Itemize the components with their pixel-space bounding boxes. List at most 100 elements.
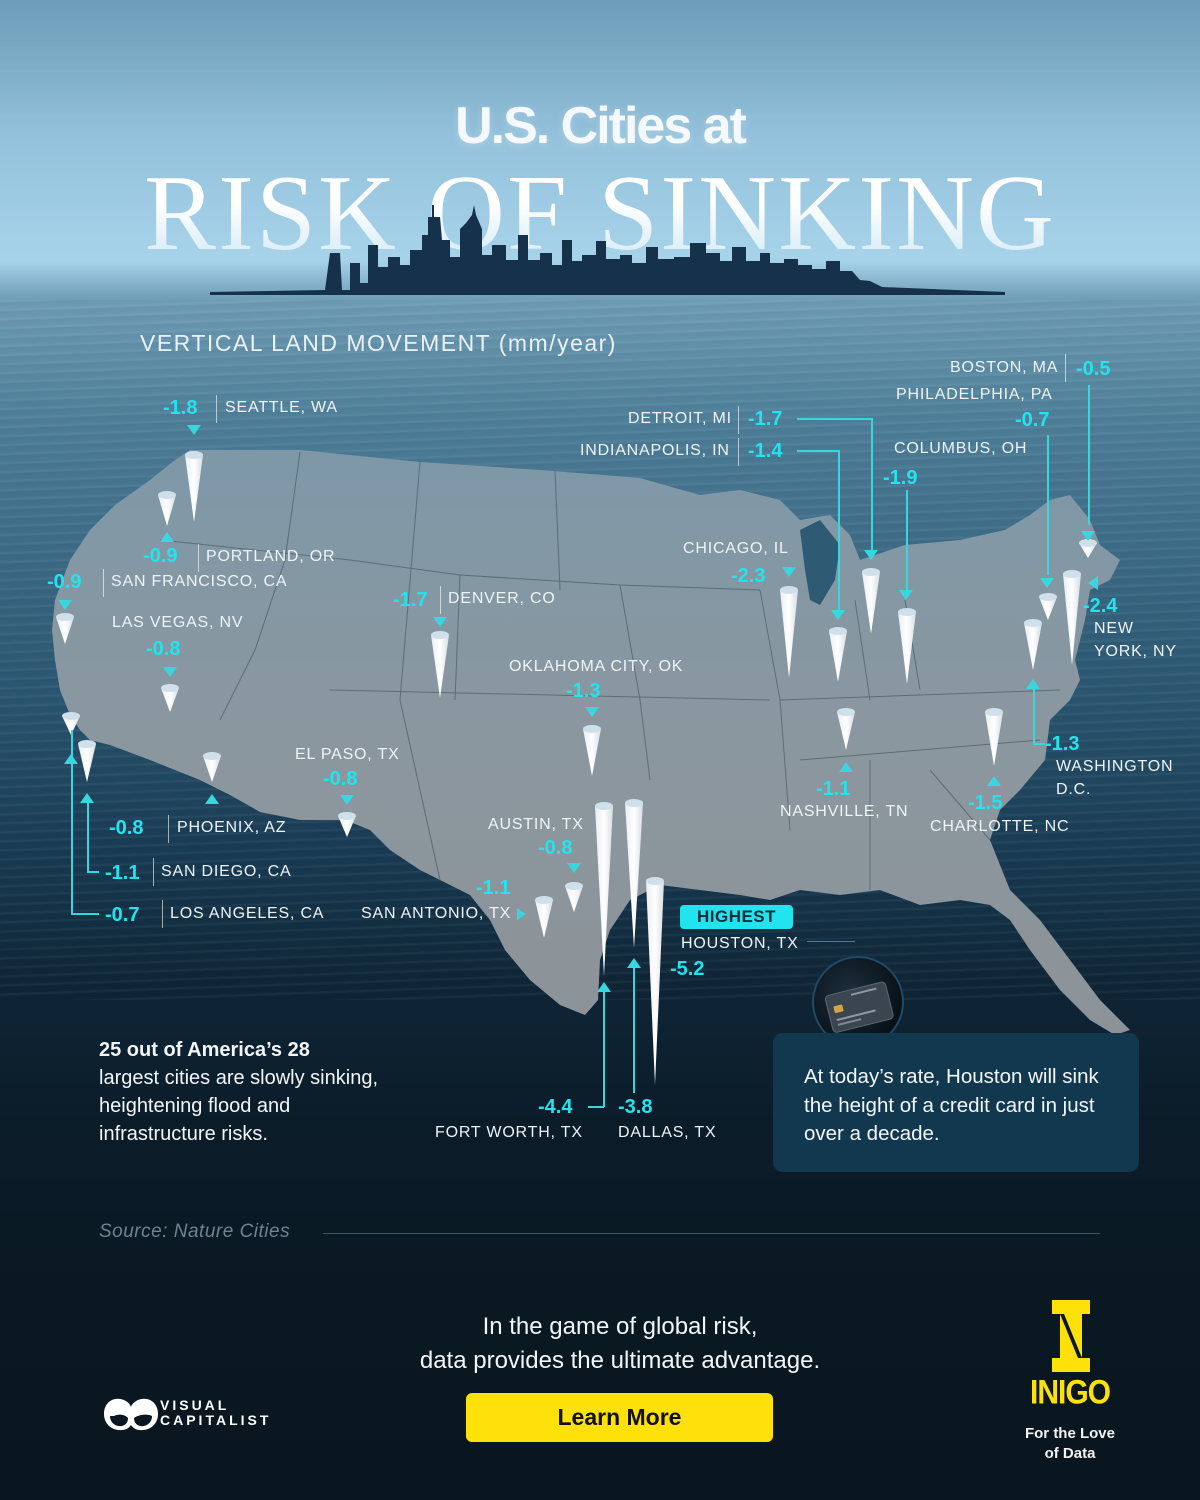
label-portland: PORTLAND, OR: [206, 548, 336, 565]
separator: [738, 406, 739, 434]
marker-austin: [567, 863, 581, 873]
marker-nashville: [839, 762, 853, 772]
inigo-tagline: For the Love of Data: [1010, 1424, 1130, 1464]
value-chicago: -2.3: [731, 565, 766, 587]
learn-more-button[interactable]: Learn More: [466, 1393, 773, 1442]
marker-boston: [1081, 531, 1095, 541]
leader-line-fort-worth-h: [588, 1106, 604, 1108]
label-washington-2: D.C.: [1056, 781, 1092, 798]
leader-line-san-diego-h: [87, 871, 99, 873]
value-new-york: -2.4: [1083, 595, 1118, 617]
visual-capitalist-wordmark: VISUAL CAPITALIST: [160, 1398, 271, 1428]
separator: [440, 586, 441, 614]
value-philadelphia: -0.7: [1015, 409, 1050, 431]
promo-text: In the game of global risk, data provide…: [400, 1310, 840, 1378]
marker-new-york: [1088, 576, 1098, 590]
marker-philadelphia: [1040, 578, 1054, 588]
value-seattle: -1.8: [163, 397, 198, 419]
value-austin: -0.8: [538, 837, 573, 859]
label-dallas: DALLAS, TX: [618, 1124, 717, 1141]
label-los-angeles: LOS ANGELES, CA: [170, 905, 325, 922]
value-charlotte: -1.5: [968, 792, 1003, 814]
separator: [103, 569, 104, 597]
value-las-vegas: -0.8: [146, 638, 181, 660]
label-nashville: NASHVILLE, TN: [780, 803, 909, 820]
label-fort-worth: FORT WORTH, TX: [435, 1124, 583, 1141]
credit-card-icon: [824, 981, 894, 1033]
marker-oklahoma-city: [585, 707, 599, 717]
summary-rest: largest cities are slowly sinking, heigh…: [99, 1067, 378, 1145]
label-detroit: DETROIT, MI: [628, 410, 732, 427]
leader-line-dallas: [633, 965, 635, 1093]
label-phoenix: PHOENIX, AZ: [177, 819, 287, 836]
value-columbus: -1.9: [883, 467, 918, 489]
marker-fort-worth: [597, 982, 611, 992]
summary-text: 25 out of America’s 28 largest cities ar…: [99, 1036, 399, 1148]
value-indianapolis: -1.4: [748, 440, 783, 462]
leader-line-boston: [1088, 385, 1090, 525]
label-boston: BOSTON, MA: [950, 359, 1059, 376]
value-washington: -1.3: [1045, 733, 1080, 755]
marker-columbus: [899, 590, 913, 600]
value-portland: -0.9: [143, 545, 178, 567]
marker-phoenix: [205, 794, 219, 804]
value-detroit: -1.7: [748, 408, 783, 430]
brand-line-1: VISUAL: [160, 1397, 230, 1413]
leader-line-los-angeles-h: [71, 913, 99, 915]
marker-portland: [160, 532, 174, 542]
marker-san-francisco: [58, 600, 72, 610]
label-las-vegas: LAS VEGAS, NV: [112, 614, 244, 631]
promo-line-2: data provides the ultimate advantage.: [419, 1347, 821, 1374]
source-note: Source: Nature Cities: [99, 1221, 291, 1242]
leader-line-columbus: [906, 490, 908, 590]
label-indianapolis: INDIANAPOLIS, IN: [580, 442, 730, 459]
marker-el-paso: [340, 795, 354, 805]
marker-san-antonio: [517, 908, 526, 920]
value-boston: -0.5: [1076, 358, 1111, 380]
value-dallas: -3.8: [618, 1096, 653, 1118]
leader-line-washington: [1033, 686, 1035, 744]
label-denver: DENVER, CO: [448, 590, 556, 607]
value-san-antonio: -1.1: [476, 877, 511, 899]
marker-dallas: [627, 958, 641, 968]
label-san-francisco: SAN FRANCISCO, CA: [111, 573, 288, 590]
label-el-paso: EL PASO, TX: [295, 746, 400, 763]
divider: [323, 1233, 1100, 1234]
marker-san-diego: [80, 793, 94, 803]
label-austin: AUSTIN, TX: [488, 816, 584, 833]
chart-subtitle: VERTICAL LAND MOVEMENT (mm/year): [140, 330, 617, 356]
value-denver: -1.7: [393, 589, 428, 611]
separator: [738, 438, 739, 466]
marker-las-vegas: [163, 667, 177, 677]
separator: [168, 815, 169, 843]
leader-line-detroit: [871, 418, 873, 556]
value-houston: -5.2: [670, 958, 705, 980]
leader-line-detroit-h: [797, 418, 872, 420]
marker-detroit: [864, 550, 878, 560]
brand-line-2: CAPITALIST: [160, 1412, 272, 1428]
label-new-york-1: NEW: [1094, 620, 1134, 637]
leader-line-indianapolis-h: [797, 450, 839, 452]
value-oklahoma-city: -1.3: [566, 680, 601, 702]
marker-washington: [1026, 679, 1040, 689]
houston-callout: At today’s rate, Houston will sink the h…: [773, 1033, 1139, 1172]
value-san-francisco: -0.9: [47, 571, 82, 593]
title-line-1: U.S. Cities at: [455, 97, 747, 155]
marker-seattle: [187, 425, 201, 435]
visual-capitalist-logo-icon: [104, 1398, 158, 1431]
marker-charlotte: [987, 776, 1001, 786]
value-fort-worth: -4.4: [538, 1096, 573, 1118]
leader-line-fort-worth: [603, 990, 605, 1107]
inigo-wordmark: INIGO: [1029, 1373, 1111, 1412]
label-chicago: CHICAGO, IL: [683, 540, 789, 557]
label-san-antonio: SAN ANTONIO, TX: [361, 905, 512, 922]
value-san-diego: -1.1: [105, 862, 140, 884]
leader-line-houston-callout: [807, 941, 855, 942]
value-los-angeles: -0.7: [105, 904, 140, 926]
highest-badge: HIGHEST: [680, 905, 793, 929]
label-houston: HOUSTON, TX: [681, 935, 799, 952]
separator: [153, 858, 154, 886]
value-phoenix: -0.8: [109, 817, 144, 839]
summary-bold: 25 out of America’s 28: [99, 1039, 310, 1061]
callout-text: At today’s rate, Houston will sink the h…: [804, 1065, 1099, 1145]
